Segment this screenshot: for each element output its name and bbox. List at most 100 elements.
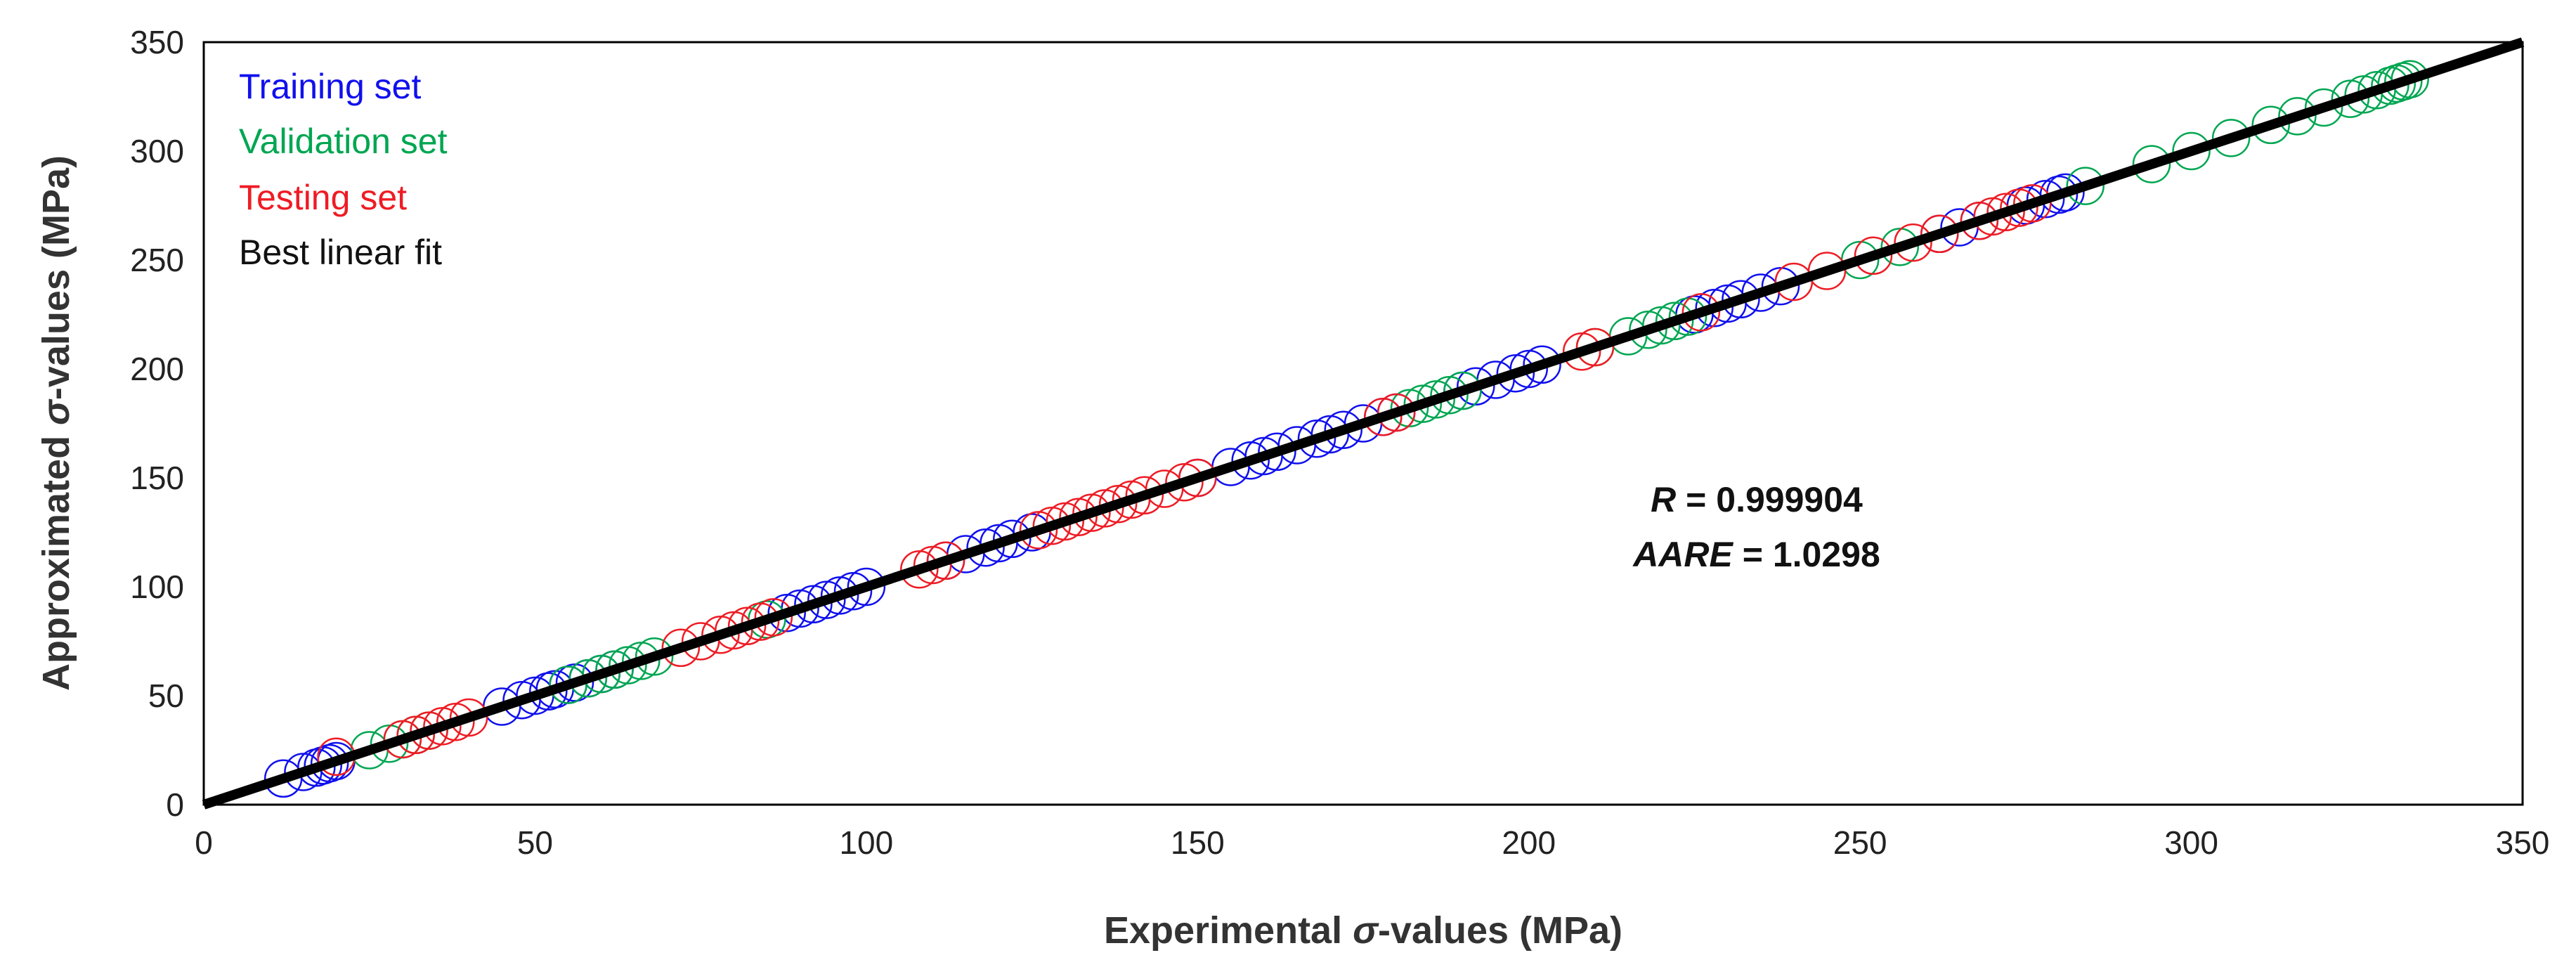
x-axis-title-symbol: σ	[1353, 909, 1379, 952]
validation-set-point	[622, 642, 661, 680]
validation-set-point	[2390, 60, 2429, 98]
training-set-point	[555, 663, 594, 702]
x-tick-label: 250	[1833, 824, 1887, 861]
testing-set-point	[727, 606, 767, 646]
training-set-point	[1496, 353, 1535, 393]
y-axis-title-suffix: -values (MPa)	[35, 155, 77, 400]
training-set-point	[2039, 175, 2079, 214]
training-set-point	[1509, 349, 1548, 389]
training-set-point	[297, 748, 336, 787]
testing-set-point	[900, 550, 939, 589]
training-set-point	[993, 519, 1032, 559]
testing-set-point	[1086, 489, 1124, 528]
training-set-point	[1297, 419, 1336, 458]
training-set-point	[1523, 345, 1561, 384]
annotation-aare-label: AARE	[1632, 535, 1733, 574]
testing-set-point	[1019, 511, 1058, 550]
best-linear-fit-line	[202, 37, 2525, 810]
validation-set-point	[1880, 228, 1919, 266]
training-set-point	[807, 580, 846, 619]
validation-set-point	[2377, 64, 2416, 103]
validation-set-point	[2304, 88, 2343, 127]
training-set-point	[820, 576, 859, 615]
y-tick-label: 100	[130, 569, 184, 605]
testing-set-point	[1807, 252, 1847, 290]
training-set-point	[794, 585, 833, 624]
validation-set-point	[635, 637, 674, 676]
annotation-r-label: R	[1651, 480, 1676, 519]
y-axis-title-prefix: Approximated	[35, 425, 77, 691]
testing-set-point	[1681, 293, 1721, 332]
testing-set-point	[1364, 397, 1403, 436]
y-axis-title: Approximated σ-values (MPa)	[35, 155, 77, 691]
training-set-point	[2026, 179, 2065, 219]
validation-set-point	[1443, 371, 1482, 410]
validation-set-point	[1655, 301, 1694, 341]
data-points	[264, 60, 2429, 798]
training-set-point	[767, 593, 806, 632]
annotation-r-value: = 0.999904	[1676, 480, 1863, 519]
testing-set-point	[1575, 327, 1615, 367]
training-set-point	[847, 567, 886, 606]
testing-set-point	[423, 707, 462, 746]
validation-set-point	[370, 724, 409, 763]
testing-set-point	[926, 541, 965, 580]
annotation-r: R = 0.999904	[1651, 480, 1863, 519]
testing-set-point	[715, 611, 753, 650]
testing-set-point	[661, 628, 701, 668]
y-tick-label: 200	[130, 351, 184, 387]
validation-set-point	[1430, 375, 1469, 415]
training-set-point	[1258, 432, 1296, 472]
legend-training-set: Training set	[239, 67, 421, 106]
x-tick-label: 100	[839, 824, 893, 861]
x-tick-label: 350	[2496, 824, 2550, 861]
legend: Training set Validation set Testing set …	[239, 67, 448, 272]
training-set-point	[966, 528, 1005, 567]
testing-set-point	[449, 698, 488, 737]
y-tick-label: 0	[166, 786, 184, 823]
testing-set-point	[1032, 506, 1072, 545]
x-tick-label: 150	[1171, 824, 1225, 861]
testing-set-point	[383, 720, 422, 759]
x-tick-label: 0	[195, 824, 213, 861]
testing-set-point	[1986, 193, 2025, 232]
testing-set-point	[1562, 332, 1601, 371]
x-axis-title-prefix: Experimental	[1104, 909, 1353, 952]
x-tick-label: 50	[517, 824, 553, 861]
testing-set-point	[1072, 493, 1111, 532]
training-set-point	[1457, 367, 1495, 406]
y-axis: 0 50 100 150 200 250 300 350	[130, 24, 184, 823]
training-set-point	[1231, 441, 1270, 480]
x-axis-title: Experimental σ-values (MPa)	[1104, 909, 1622, 952]
testing-set-point	[1920, 214, 1959, 254]
validation-set-point	[2331, 79, 2370, 118]
validation-set-point	[2172, 131, 2211, 171]
validation-set-point	[1629, 310, 1667, 349]
validation-set-point	[609, 646, 647, 684]
training-set-point	[1761, 266, 1800, 306]
testing-set-point	[2000, 188, 2038, 227]
legend-validation-set: Validation set	[239, 122, 448, 161]
testing-set-point	[1894, 223, 1932, 262]
testing-set-point	[1960, 201, 1999, 240]
legend-testing-set: Testing set	[239, 178, 407, 217]
testing-set-point	[1059, 498, 1098, 537]
training-set-point	[1324, 410, 1362, 450]
validation-set-point	[582, 654, 620, 694]
y-tick-label: 300	[130, 133, 184, 169]
testing-set-point	[701, 615, 740, 654]
testing-set-point	[396, 715, 435, 755]
testing-set-point	[1165, 462, 1204, 502]
validation-set-point	[2066, 167, 2105, 205]
validation-set-point	[2278, 97, 2317, 136]
training-set-point	[1695, 288, 1733, 327]
testing-set-point	[1178, 458, 1217, 498]
testing-set-point	[913, 545, 952, 585]
training-set-point	[1722, 280, 1760, 319]
validation-set-point	[1390, 389, 1429, 428]
y-tick-label: 350	[130, 24, 184, 60]
validation-set-point	[2384, 62, 2423, 101]
plot-frame	[202, 41, 2524, 806]
validation-set-point	[1417, 380, 1455, 419]
